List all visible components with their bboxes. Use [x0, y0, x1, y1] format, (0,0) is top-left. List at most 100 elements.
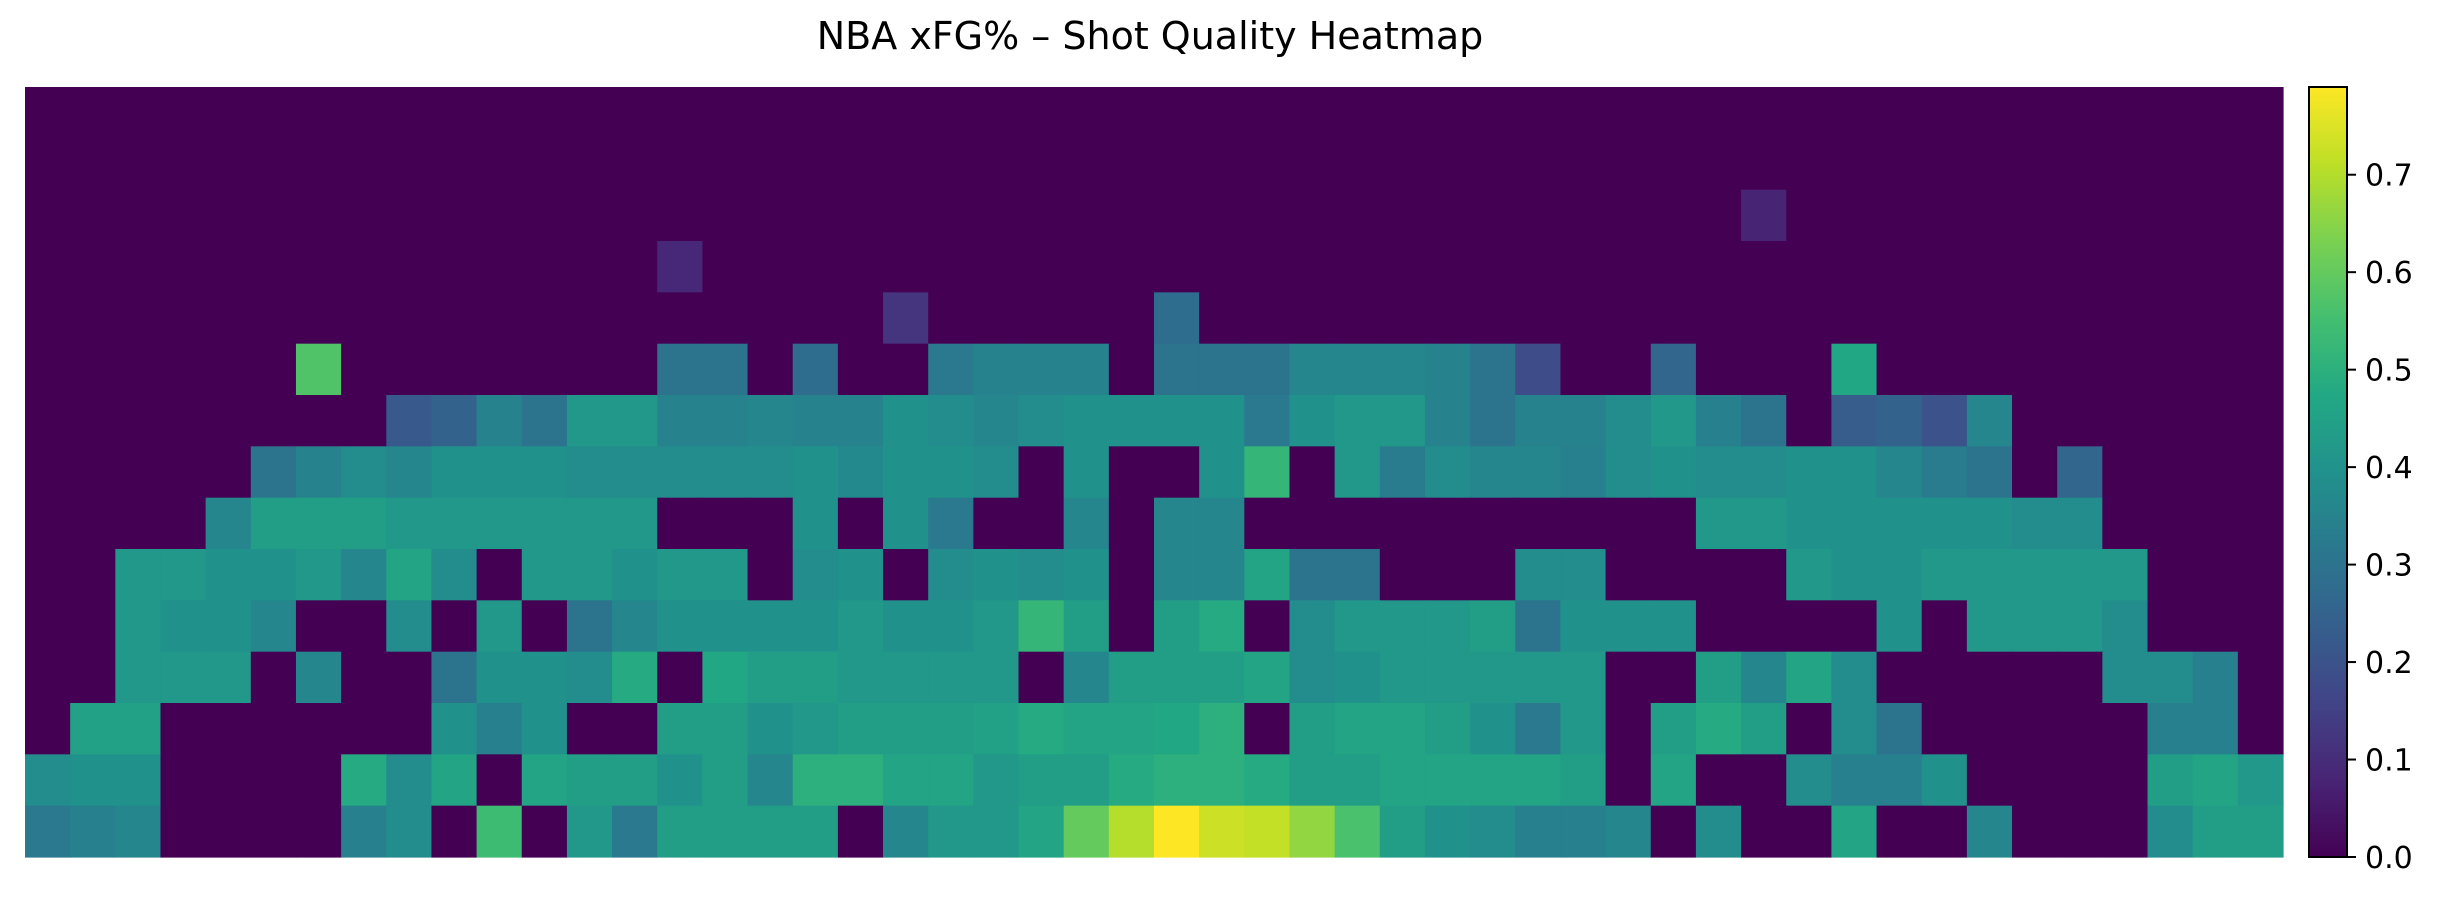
heatmap-cell	[928, 651, 974, 704]
heatmap-cell	[1244, 446, 1291, 499]
heatmap-cell	[837, 497, 884, 550]
heatmap-cell	[25, 549, 71, 601]
heatmap-cell	[2192, 343, 2239, 396]
heatmap-cell	[1650, 189, 1697, 242]
heatmap-cell	[1334, 343, 1381, 396]
heatmap-cell	[792, 805, 839, 858]
heatmap-cell	[566, 292, 613, 345]
heatmap-cell	[1289, 87, 1336, 139]
heatmap-cell	[928, 395, 974, 447]
heatmap-cell	[1741, 395, 1787, 447]
heatmap-cell	[792, 549, 839, 601]
heatmap-cell	[1921, 805, 1968, 858]
heatmap-cell	[1921, 87, 1968, 139]
heatmap-cell	[1741, 497, 1787, 550]
heatmap-cell	[1424, 549, 1471, 601]
heatmap-cell	[837, 343, 884, 396]
heatmap-cell	[2012, 497, 2058, 550]
heatmap-cell	[1605, 754, 1652, 807]
heatmap-cell	[1199, 549, 1245, 601]
heatmap-cell	[386, 651, 433, 704]
heatmap-cell	[1921, 446, 1968, 499]
heatmap-cell	[160, 549, 207, 601]
heatmap-cell	[341, 446, 387, 499]
heatmap-cell	[1424, 497, 1471, 550]
heatmap-cell	[2012, 292, 2058, 345]
heatmap-cell	[1966, 138, 2013, 191]
heatmap-cell	[566, 600, 613, 653]
heatmap-cell	[2237, 292, 2284, 345]
heatmap-cell	[160, 343, 207, 396]
heatmap-cell	[928, 446, 974, 499]
heatmap-cell	[657, 651, 703, 704]
heatmap-cell	[1560, 549, 1607, 601]
heatmap-cell	[1741, 189, 1787, 242]
heatmap-cell	[431, 395, 478, 447]
heatmap-cell	[115, 446, 162, 499]
heatmap-cell	[341, 189, 387, 242]
colorbar-tick-label: 0.6	[2365, 256, 2413, 291]
heatmap-cell	[2192, 138, 2239, 191]
colorbar-gradient	[2308, 86, 2348, 858]
heatmap-cell	[2147, 446, 2194, 499]
heatmap-cell	[1424, 343, 1471, 396]
heatmap-cell	[1334, 600, 1381, 653]
heatmap-cell	[2192, 241, 2239, 293]
heatmap-cell	[250, 549, 297, 601]
heatmap-cell	[25, 651, 71, 704]
heatmap-cell	[295, 549, 342, 601]
heatmap-cell	[2237, 754, 2284, 807]
heatmap-cell	[1154, 446, 1200, 499]
heatmap-cell	[2102, 343, 2149, 396]
heatmap-cell	[612, 241, 658, 293]
heatmap-cell	[702, 189, 749, 242]
heatmap-cell	[2057, 497, 2103, 550]
heatmap-cell	[1605, 549, 1652, 601]
heatmap-cell	[1560, 292, 1607, 345]
heatmap-cell	[2102, 549, 2149, 601]
heatmap-cell	[1831, 446, 1878, 499]
heatmap-cell	[386, 343, 433, 396]
heatmap-cell	[1786, 805, 1832, 858]
heatmap-cell	[1966, 549, 2013, 601]
heatmap-cell	[1018, 189, 1065, 242]
heatmap-cell	[1560, 600, 1607, 653]
heatmap-cell	[1966, 395, 2013, 447]
heatmap-cell	[1741, 241, 1787, 293]
heatmap-cell	[1063, 87, 1110, 139]
heatmap-cell	[1470, 805, 1516, 858]
heatmap-cell	[2012, 87, 2058, 139]
heatmap-cell	[1424, 805, 1471, 858]
heatmap-cell	[1876, 138, 1923, 191]
heatmap-cell	[386, 805, 433, 858]
heatmap-cell	[2102, 87, 2149, 139]
heatmap-cell	[1424, 241, 1471, 293]
heatmap-cell	[205, 497, 252, 550]
heatmap-cell	[1334, 805, 1381, 858]
heatmap-cell	[1605, 600, 1652, 653]
heatmap-cell	[521, 754, 568, 807]
heatmap-cell	[476, 805, 523, 858]
heatmap-cell	[612, 703, 658, 755]
heatmap-cell	[431, 805, 478, 858]
heatmap-cell	[250, 138, 297, 191]
heatmap-cell	[1741, 651, 1787, 704]
heatmap-cell	[1108, 138, 1155, 191]
heatmap-cell	[2192, 651, 2239, 704]
chart-title: NBA xFG% – Shot Quality Heatmap	[816, 14, 1484, 58]
heatmap-cell	[1605, 343, 1652, 396]
heatmap-cell	[612, 805, 658, 858]
heatmap-cell	[2057, 343, 2103, 396]
heatmap-cell	[792, 446, 839, 499]
heatmap-cell	[1605, 138, 1652, 191]
heatmap-cell	[1605, 395, 1652, 447]
heatmap-cell	[1515, 600, 1562, 653]
heatmap-cell	[792, 600, 839, 653]
heatmap-cell	[702, 292, 749, 345]
heatmap-cell	[1560, 805, 1607, 858]
heatmap-cell	[205, 651, 252, 704]
heatmap-cell	[1876, 446, 1923, 499]
heatmap-cell	[115, 805, 162, 858]
heatmap-cell	[1695, 138, 1742, 191]
heatmap-cell	[928, 138, 974, 191]
